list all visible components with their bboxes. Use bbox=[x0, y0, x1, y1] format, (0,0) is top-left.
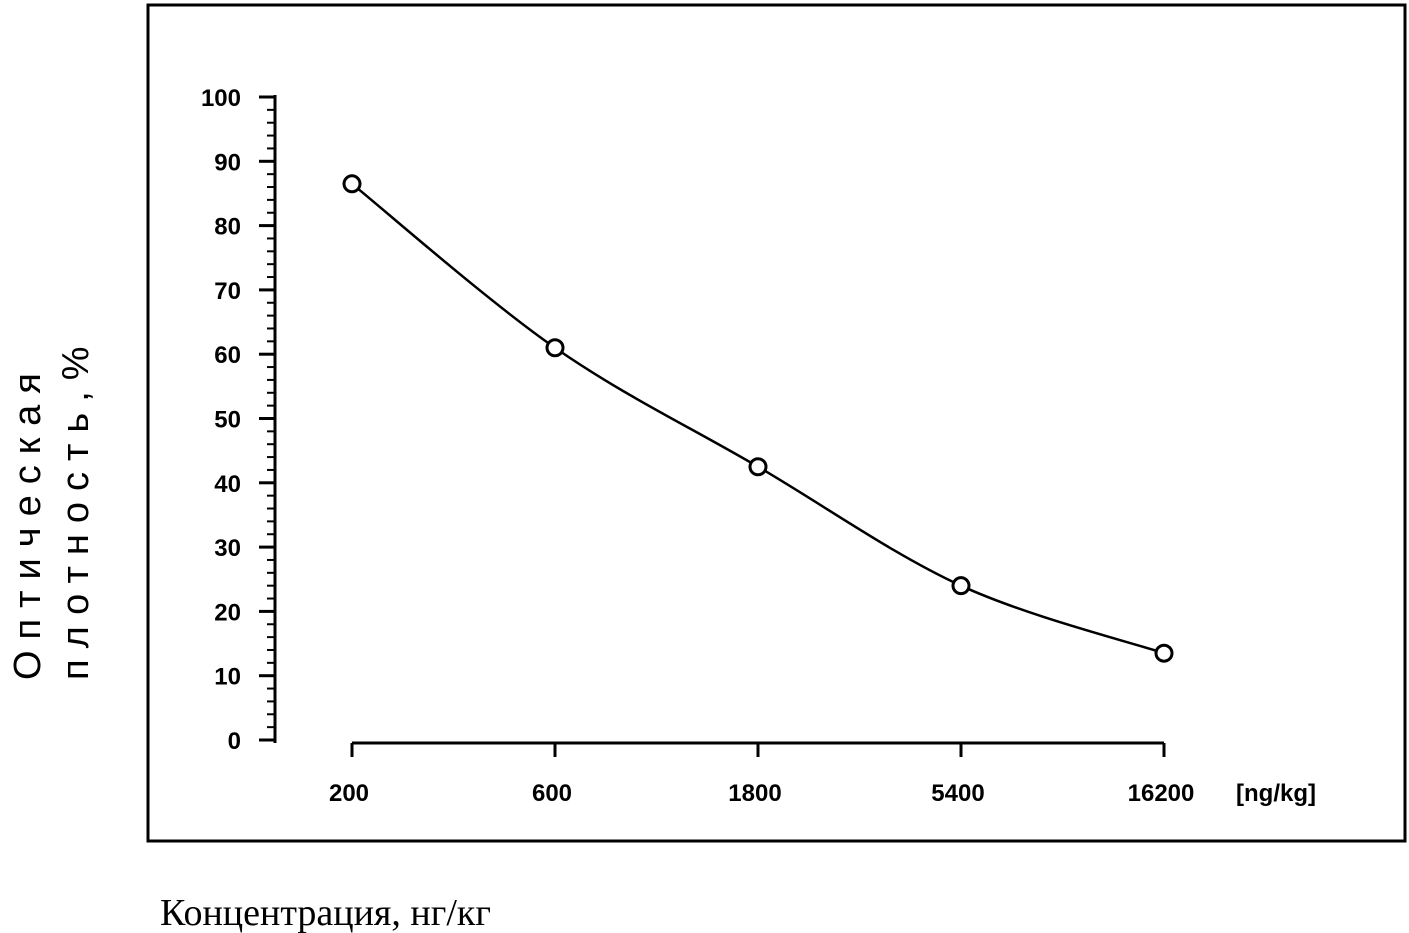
y-tick-label: 20 bbox=[214, 599, 241, 626]
y-tick-label: 10 bbox=[214, 664, 241, 691]
y-tick-label: 0 bbox=[228, 728, 241, 755]
y-tick-label: 80 bbox=[214, 214, 241, 241]
y-tick-label: 40 bbox=[214, 471, 241, 498]
y-tick-label: 90 bbox=[214, 149, 241, 176]
x-tick-label: 200 bbox=[329, 780, 369, 807]
y-tick-label: 50 bbox=[214, 407, 241, 434]
y-axis-label-line2: плотность,% bbox=[55, 335, 97, 680]
data-point bbox=[951, 576, 971, 596]
series-line bbox=[351, 182, 1165, 655]
plot-frame bbox=[146, 3, 1407, 843]
y-tick-label: 60 bbox=[214, 342, 241, 369]
x-unit-label: [ng/kg] bbox=[1236, 780, 1316, 807]
y-tick-label: 30 bbox=[214, 535, 241, 562]
x-tick-label: 16200 bbox=[1128, 780, 1195, 807]
x-axis: 200 600 1800 5400 16200 bbox=[329, 741, 1195, 807]
data-point bbox=[342, 174, 362, 194]
data-point bbox=[1154, 643, 1174, 663]
y-tick-label: 70 bbox=[214, 278, 241, 305]
x-tick-label: 1800 bbox=[728, 780, 781, 807]
y-axis-label-line1: Оптическая bbox=[7, 362, 49, 680]
data-series bbox=[342, 174, 1174, 663]
data-point bbox=[545, 338, 565, 358]
x-tick-label: 600 bbox=[532, 780, 572, 807]
x-tick-label: 5400 bbox=[931, 780, 984, 807]
y-tick-label: 100 bbox=[201, 85, 241, 112]
x-axis-caption: Концентрация, нг/кг bbox=[160, 892, 491, 933]
y-axis: 0 10 20 30 40 50 60 70 80 90 100 bbox=[201, 85, 277, 755]
data-point bbox=[748, 457, 768, 477]
